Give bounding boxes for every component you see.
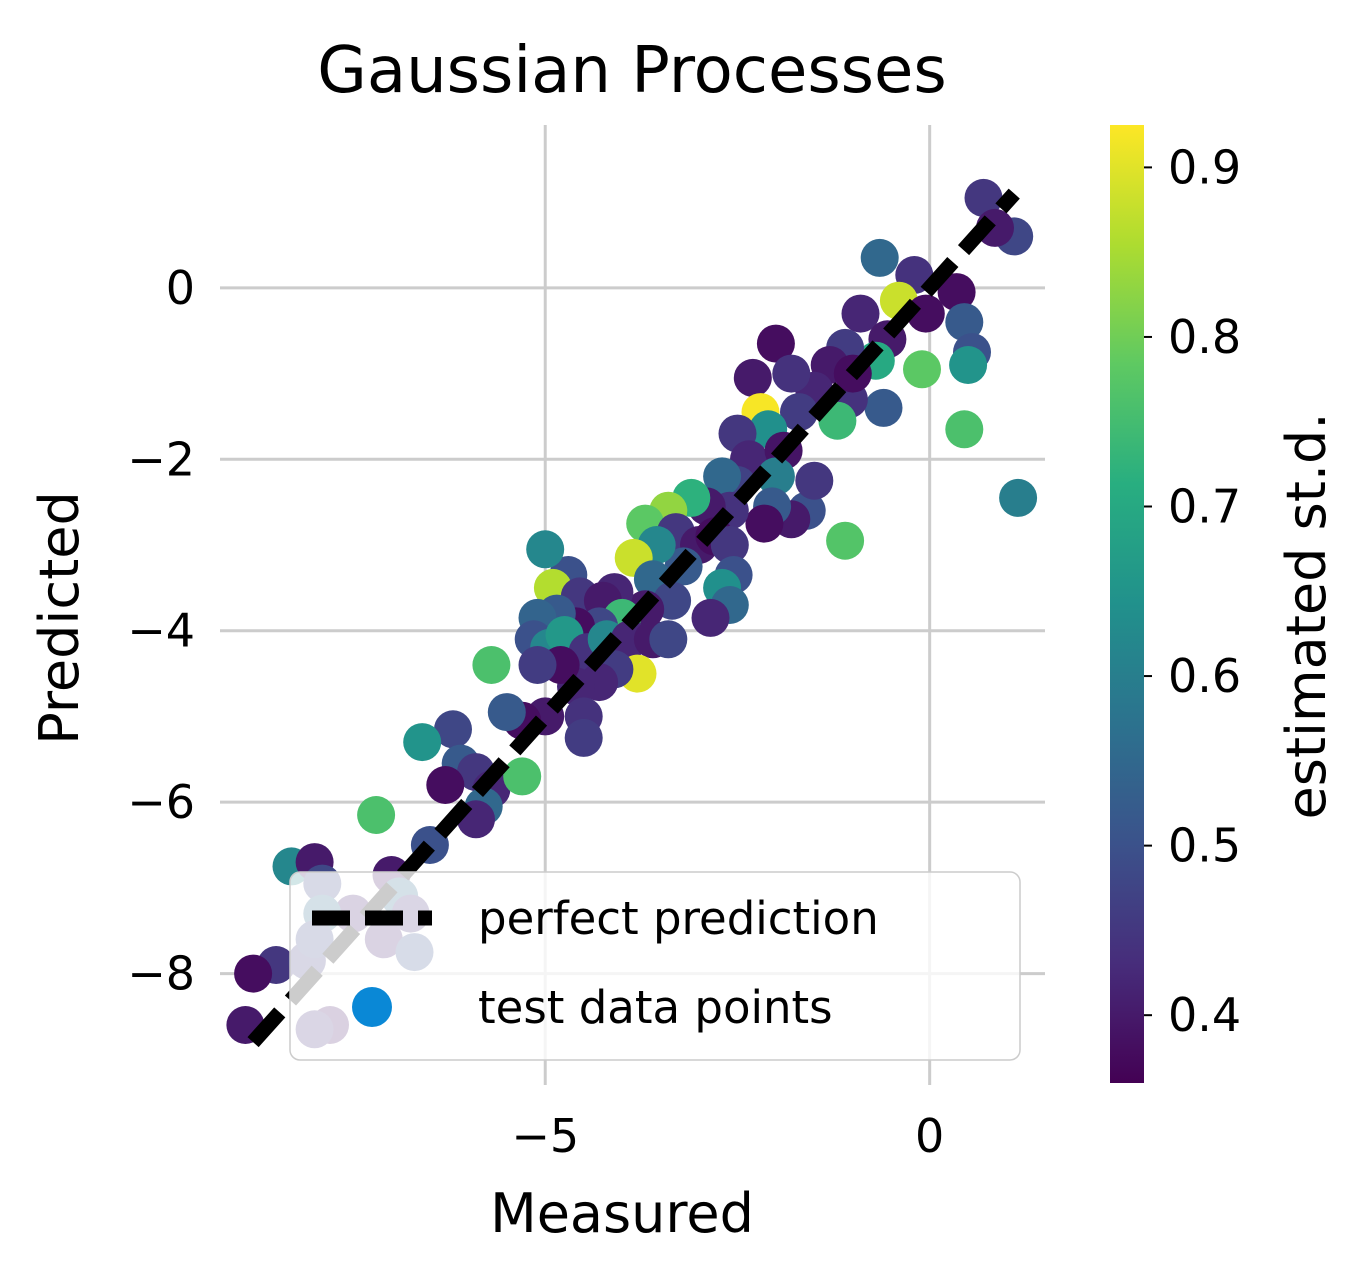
data-point <box>795 461 834 500</box>
legend-label-perfect-prediction: perfect prediction <box>478 892 879 945</box>
data-point <box>945 303 984 342</box>
y-tick-label: −8 <box>127 947 195 1001</box>
data-point <box>526 530 565 569</box>
data-point <box>426 766 465 804</box>
colorbar-tick-label: 0.4 <box>1168 988 1241 1042</box>
data-point <box>945 410 984 449</box>
colorbar-tick-label: 0.5 <box>1168 819 1241 873</box>
legend-circle-marker <box>352 987 392 1027</box>
x-axis-label: Measured <box>490 1182 754 1245</box>
data-point <box>703 457 742 496</box>
data-point <box>906 294 945 333</box>
data-point <box>756 457 795 496</box>
data-point <box>691 598 730 637</box>
y-tick-label: 0 <box>166 261 195 315</box>
y-tick-label: −4 <box>127 604 195 658</box>
data-point <box>234 954 273 993</box>
data-point <box>503 757 542 796</box>
legend: perfect prediction test data points <box>289 871 1021 1061</box>
colorbar-label: estimated st.d. <box>1275 413 1338 820</box>
colorbar-ticks: 0.4 0.5 0.6 0.7 0.8 0.9 <box>1144 140 1241 1042</box>
colorbar-tick-label: 0.6 <box>1168 649 1241 703</box>
data-point <box>564 718 603 757</box>
data-point <box>403 723 442 762</box>
legend-frame <box>289 871 1021 1061</box>
colorbar-gradient <box>1110 125 1144 1083</box>
colorbar-tick-label: 0.7 <box>1168 480 1241 534</box>
data-point <box>745 504 784 543</box>
data-point <box>937 273 976 312</box>
data-point <box>710 526 749 564</box>
data-point <box>434 710 472 749</box>
data-point <box>864 388 903 427</box>
data-point <box>826 521 865 560</box>
data-point <box>903 350 941 389</box>
data-point <box>518 646 557 684</box>
data-point <box>487 693 526 732</box>
data-point <box>733 358 772 397</box>
data-point <box>472 646 511 684</box>
data-point <box>780 393 818 432</box>
data-point <box>772 354 811 393</box>
colorbar-tick-label: 0.9 <box>1168 140 1241 194</box>
data-point <box>756 324 795 363</box>
x-axis-ticks: −5 0 <box>511 1109 944 1163</box>
y-axis-label: Predicted <box>28 491 91 745</box>
data-point <box>860 238 899 277</box>
x-tick-label: −5 <box>511 1109 579 1163</box>
legend-label-test-data-points: test data points <box>478 981 833 1034</box>
data-point <box>964 178 1003 217</box>
colorbar-tick-label: 0.8 <box>1168 310 1241 364</box>
y-tick-label: −6 <box>127 775 195 829</box>
data-point <box>649 620 688 659</box>
chart-title: Gaussian Processes <box>317 34 946 108</box>
x-tick-label: 0 <box>915 1109 944 1163</box>
data-point <box>949 346 988 384</box>
colorbar: 0.4 0.5 0.6 0.7 0.8 0.9 estimated st.d. <box>1110 125 1338 1083</box>
y-tick-label: −2 <box>127 432 195 486</box>
data-point <box>841 294 880 333</box>
data-point <box>999 478 1038 517</box>
y-axis-ticks: 0 −2 −4 −6 −8 <box>127 261 195 1001</box>
data-point <box>357 796 396 834</box>
